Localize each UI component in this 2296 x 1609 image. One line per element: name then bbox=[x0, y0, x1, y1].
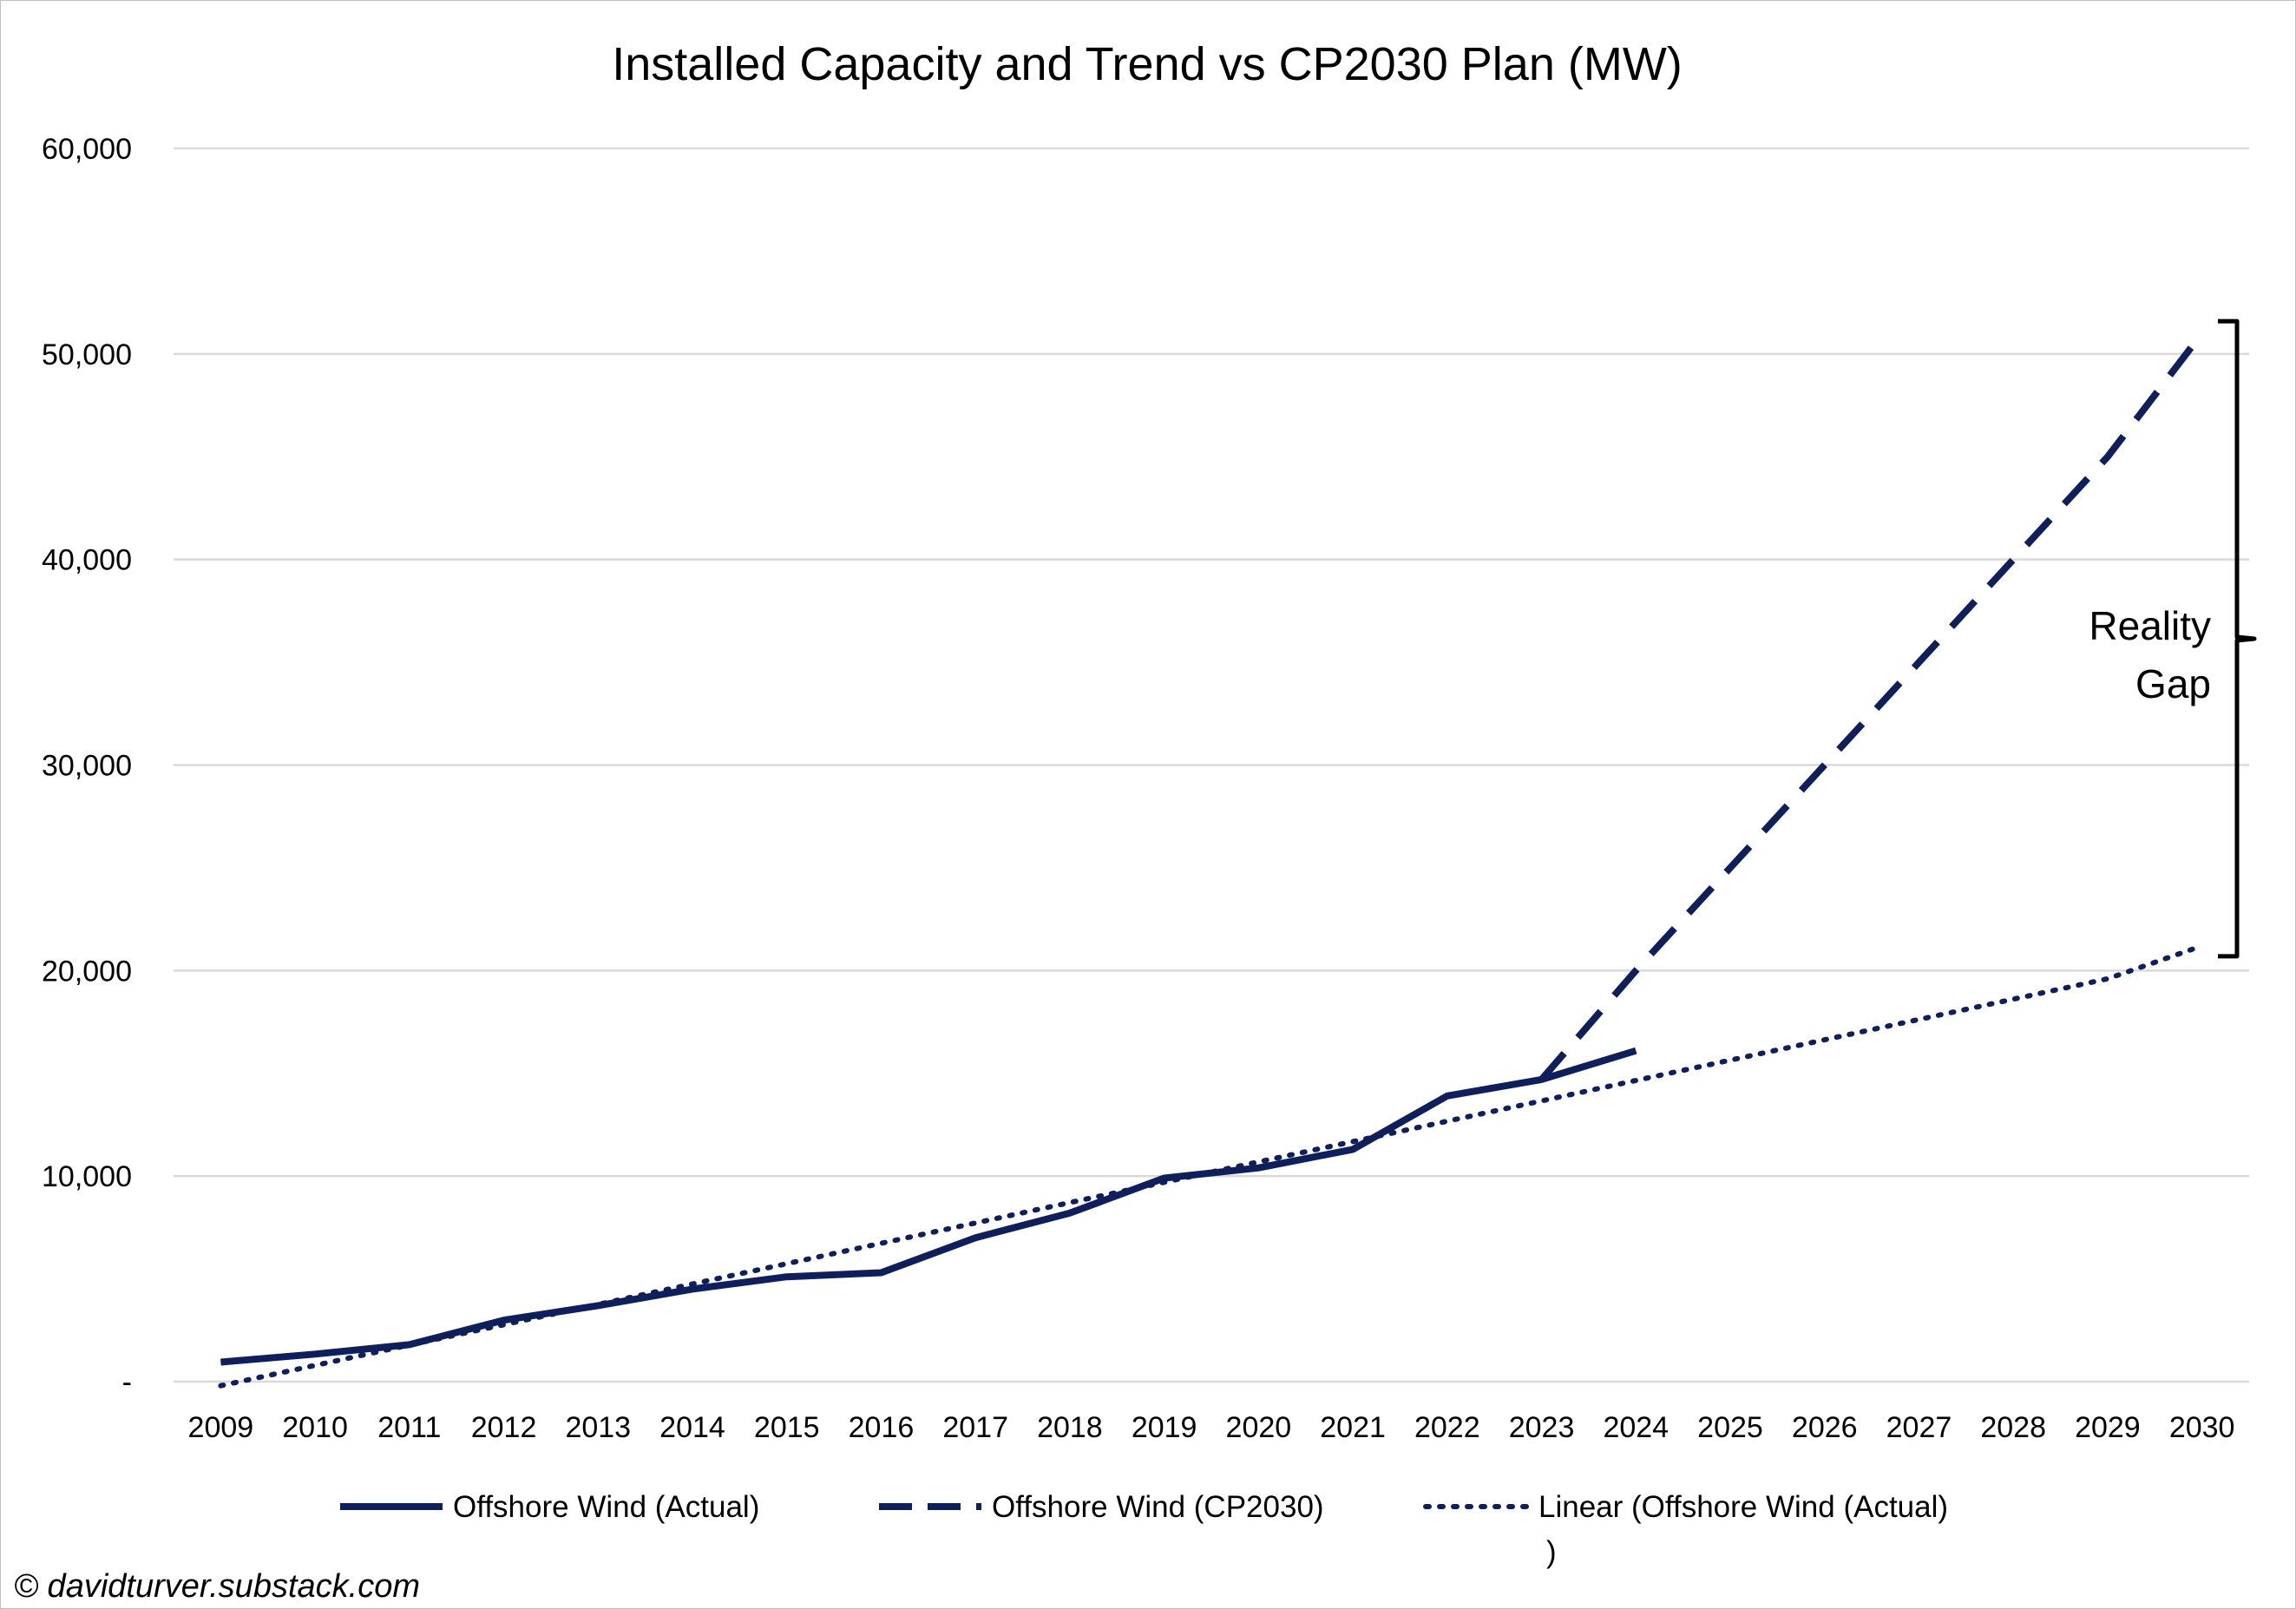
series-line-solid bbox=[220, 1047, 1637, 1366]
x-tick-label: 2018 bbox=[1037, 1411, 1103, 1444]
x-tick-label: 2012 bbox=[471, 1411, 537, 1444]
x-tick-label: 2030 bbox=[2169, 1411, 2235, 1444]
x-tick-label: 2017 bbox=[942, 1411, 1008, 1444]
gridlines bbox=[174, 147, 2249, 1383]
x-tick-label: 2013 bbox=[565, 1411, 631, 1444]
y-tick-label: 20,000 bbox=[42, 955, 132, 988]
x-tick-label: 2026 bbox=[1792, 1411, 1858, 1444]
legend: Offshore Wind (Actual) Offshore Wind (CP… bbox=[340, 1490, 1948, 1569]
legend-label-linear-cont: ) bbox=[1546, 1535, 1557, 1569]
legend-label-actual: Offshore Wind (Actual) bbox=[453, 1490, 759, 1524]
y-tick-label: 40,000 bbox=[42, 544, 132, 577]
x-tick-label: 2009 bbox=[188, 1411, 254, 1444]
reality-gap-bracket bbox=[2218, 319, 2257, 959]
x-tick-label: 2020 bbox=[1226, 1411, 1292, 1444]
x-tick-label: 2029 bbox=[2075, 1411, 2141, 1444]
bracket-path bbox=[2218, 319, 2257, 959]
x-tick-label: 2011 bbox=[377, 1411, 441, 1444]
x-tick-label: 2010 bbox=[282, 1411, 348, 1444]
x-tick-label: 2022 bbox=[1414, 1411, 1480, 1444]
y-tick-label: 50,000 bbox=[42, 338, 132, 371]
x-tick-label: 2014 bbox=[659, 1411, 725, 1444]
x-tick-label: 2024 bbox=[1603, 1411, 1669, 1444]
y-tick-label: 10,000 bbox=[42, 1160, 132, 1193]
reality-gap-label-line2: Gap bbox=[2135, 661, 2211, 706]
x-axis-ticks: 2009 2010 2011 2012 2013 2014 2015 2016 2017 2018… bbox=[188, 1411, 2235, 1444]
x-tick-label: 2025 bbox=[1697, 1411, 1763, 1444]
x-tick-label: 2023 bbox=[1509, 1411, 1575, 1444]
copyright-credit: © davidturver.substack.com bbox=[14, 1568, 420, 1605]
x-tick-label: 2021 bbox=[1320, 1411, 1386, 1444]
y-tick-label: 60,000 bbox=[42, 133, 132, 166]
x-tick-label: 2019 bbox=[1132, 1411, 1197, 1444]
y-tick-label: 30,000 bbox=[42, 750, 132, 783]
x-tick-label: 2016 bbox=[849, 1411, 915, 1444]
legend-label-linear: Linear (Offshore Wind (Actual) bbox=[1538, 1490, 1948, 1524]
x-tick-label: 2015 bbox=[754, 1411, 820, 1444]
x-tick-label: 2027 bbox=[1886, 1411, 1952, 1444]
chart-title: Installed Capacity and Trend vs CP2030 P… bbox=[612, 38, 1683, 90]
reality-gap-label-line1: Reality bbox=[2089, 603, 2211, 648]
legend-label-cp2030: Offshore Wind (CP2030) bbox=[992, 1490, 1324, 1524]
y-tick-label: - bbox=[122, 1366, 132, 1399]
series-line-dashed bbox=[1538, 331, 2205, 1082]
series-lines bbox=[218, 331, 2205, 1389]
x-tick-label: 2028 bbox=[1980, 1411, 2046, 1444]
y-axis-ticks: - 10,000 20,000 30,000 40,000 50,000 60,000 bbox=[42, 133, 132, 1399]
